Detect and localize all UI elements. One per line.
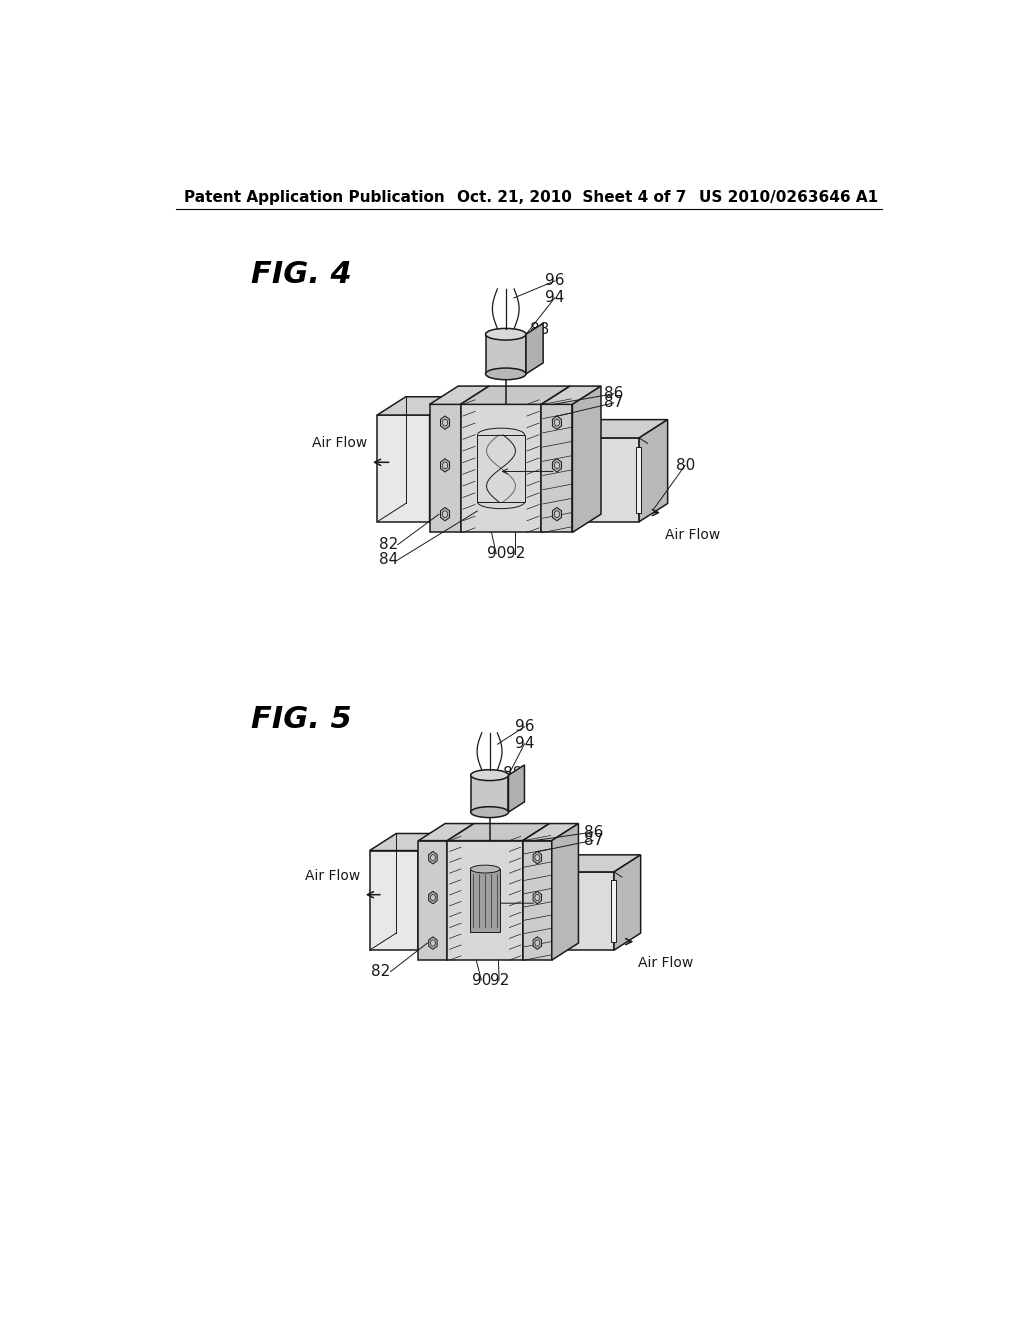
Circle shape: [554, 511, 559, 517]
Polygon shape: [572, 385, 601, 532]
Polygon shape: [447, 824, 550, 841]
Text: 92: 92: [506, 546, 525, 561]
Text: 96: 96: [546, 273, 565, 288]
Polygon shape: [485, 334, 526, 374]
Polygon shape: [440, 416, 450, 429]
Polygon shape: [542, 385, 570, 532]
Text: 90: 90: [486, 546, 506, 561]
Text: Oct. 21, 2010  Sheet 4 of 7: Oct. 21, 2010 Sheet 4 of 7: [458, 190, 687, 205]
Polygon shape: [542, 385, 601, 404]
Circle shape: [442, 420, 447, 426]
Ellipse shape: [471, 770, 509, 780]
Text: 82: 82: [379, 537, 397, 552]
Text: 86: 86: [604, 387, 624, 401]
Text: Air Flow: Air Flow: [638, 956, 693, 970]
Polygon shape: [523, 824, 579, 841]
Circle shape: [442, 462, 447, 469]
Circle shape: [535, 895, 540, 900]
Polygon shape: [552, 458, 561, 473]
Polygon shape: [534, 851, 542, 865]
Polygon shape: [461, 404, 542, 532]
Circle shape: [430, 854, 435, 861]
Text: 84: 84: [379, 552, 397, 568]
Circle shape: [554, 462, 559, 469]
Text: 90: 90: [472, 973, 492, 987]
Polygon shape: [440, 458, 450, 473]
Ellipse shape: [485, 368, 526, 380]
Circle shape: [554, 420, 559, 426]
Polygon shape: [534, 891, 542, 904]
Ellipse shape: [470, 865, 500, 873]
Polygon shape: [377, 397, 458, 414]
Text: 87: 87: [584, 833, 603, 847]
Polygon shape: [552, 824, 579, 960]
Polygon shape: [429, 937, 437, 949]
Polygon shape: [430, 397, 458, 521]
Text: 94: 94: [546, 290, 565, 305]
Polygon shape: [614, 855, 641, 950]
Text: 96: 96: [515, 719, 535, 734]
Ellipse shape: [471, 807, 509, 817]
Polygon shape: [639, 420, 668, 521]
Polygon shape: [429, 891, 437, 904]
Polygon shape: [610, 880, 616, 941]
Polygon shape: [419, 824, 474, 841]
Polygon shape: [552, 873, 614, 950]
Text: Air Flow: Air Flow: [305, 870, 360, 883]
Circle shape: [442, 511, 447, 517]
Polygon shape: [572, 438, 639, 521]
Text: 87: 87: [604, 396, 624, 411]
Polygon shape: [471, 775, 509, 812]
Polygon shape: [572, 420, 668, 438]
Text: US 2010/0263646 A1: US 2010/0263646 A1: [699, 190, 879, 205]
Polygon shape: [429, 851, 437, 865]
Polygon shape: [523, 841, 552, 960]
Polygon shape: [461, 385, 570, 404]
Circle shape: [430, 940, 435, 946]
Polygon shape: [430, 385, 489, 404]
Polygon shape: [440, 507, 450, 521]
Text: Air Flow: Air Flow: [312, 436, 368, 450]
Polygon shape: [542, 404, 572, 532]
Polygon shape: [552, 507, 561, 521]
Polygon shape: [470, 869, 500, 932]
Text: Patent Application Publication: Patent Application Publication: [183, 190, 444, 205]
Polygon shape: [377, 414, 430, 521]
Text: 88: 88: [529, 322, 549, 337]
Text: 94: 94: [515, 737, 535, 751]
Text: 88: 88: [503, 766, 522, 781]
Polygon shape: [447, 841, 523, 960]
Polygon shape: [419, 841, 447, 960]
Polygon shape: [419, 833, 445, 950]
Polygon shape: [370, 833, 445, 850]
Text: FIG. 5: FIG. 5: [251, 705, 352, 734]
Polygon shape: [552, 416, 561, 429]
Ellipse shape: [485, 329, 526, 341]
Circle shape: [430, 895, 435, 900]
Polygon shape: [552, 855, 641, 873]
Polygon shape: [526, 323, 543, 374]
Text: 82: 82: [372, 964, 391, 979]
Circle shape: [535, 940, 540, 946]
Polygon shape: [636, 447, 641, 512]
Text: FIG. 4: FIG. 4: [251, 260, 352, 289]
Text: 80: 80: [676, 458, 695, 473]
Text: 92: 92: [489, 973, 509, 987]
Polygon shape: [509, 764, 524, 812]
Polygon shape: [523, 824, 550, 960]
Polygon shape: [370, 850, 419, 950]
Polygon shape: [430, 404, 461, 532]
Circle shape: [535, 854, 540, 861]
Text: Air Flow: Air Flow: [666, 528, 721, 543]
Polygon shape: [534, 937, 542, 949]
Text: 86: 86: [584, 825, 603, 840]
